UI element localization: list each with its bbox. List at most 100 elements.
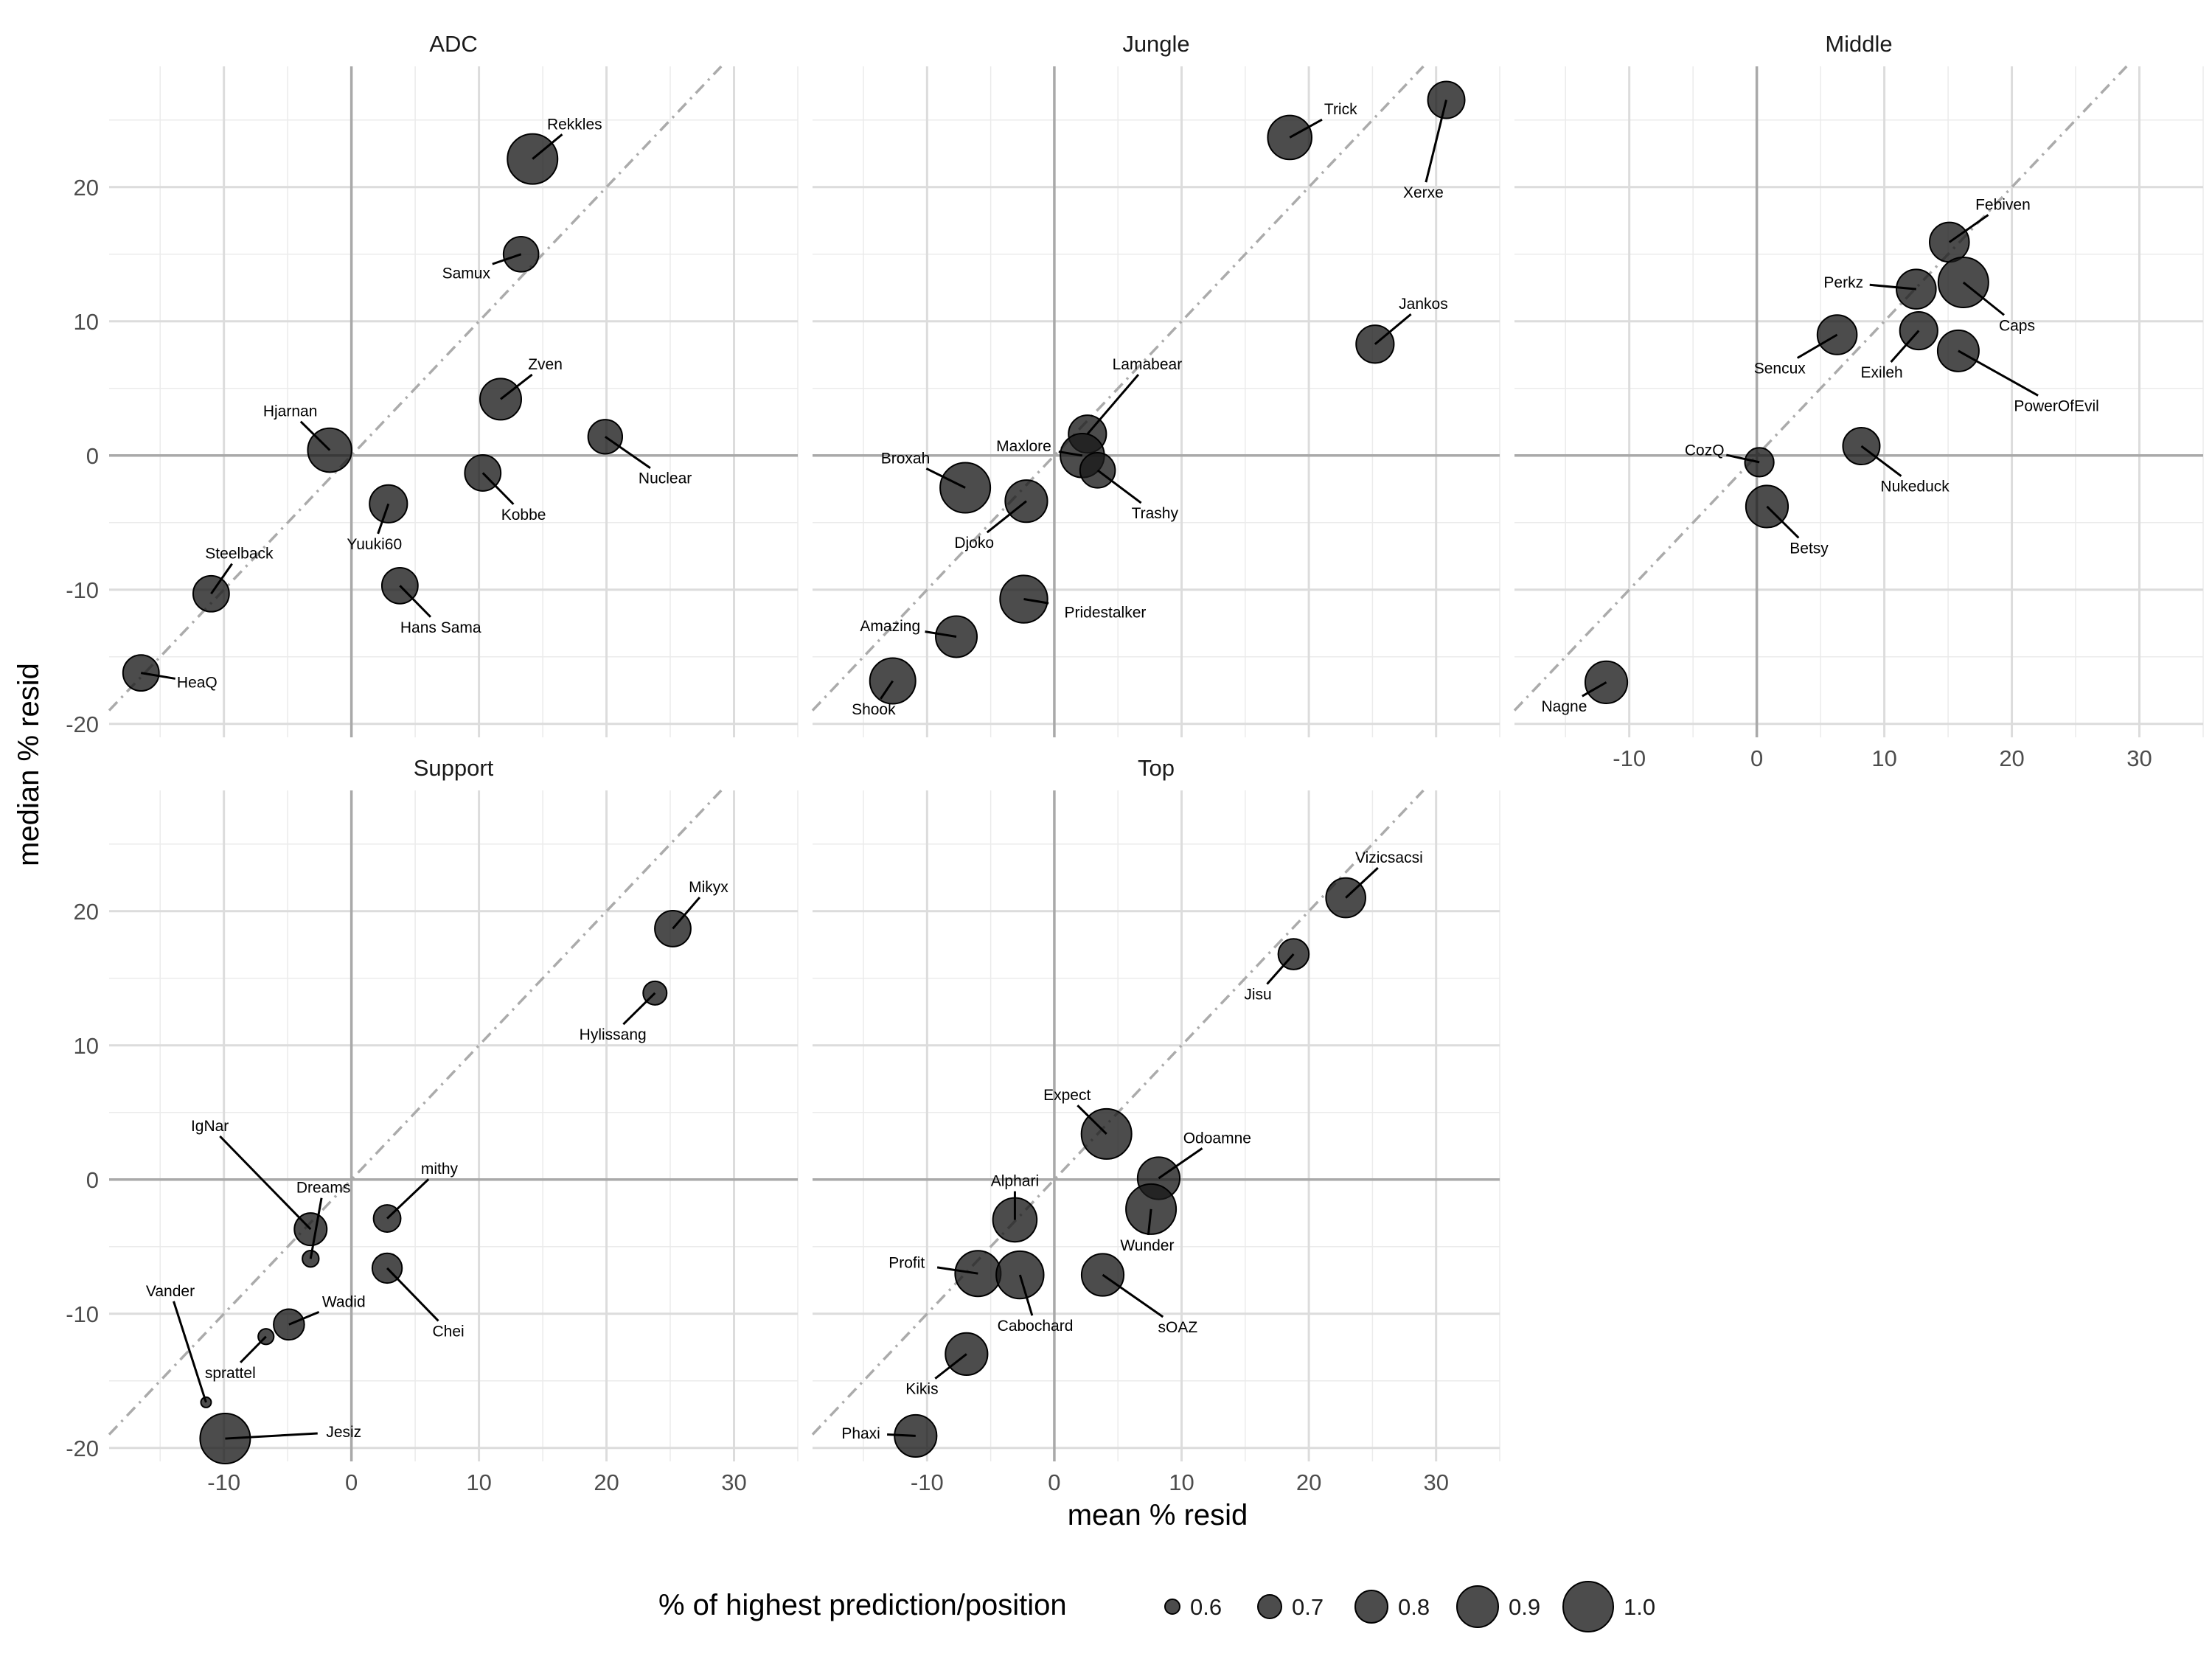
label-segment-trashy (1096, 469, 1142, 504)
x-tick-label: 30 (721, 1470, 746, 1495)
label-segment-hylissang (622, 992, 656, 1026)
point-label-expect: Expect (1043, 1087, 1091, 1104)
legend-title: % of highest prediction/position (658, 1589, 1067, 1621)
label-segment-jisu (1266, 953, 1295, 985)
point-label-rekkles: Rekkles (547, 116, 602, 133)
label-segment-trick (1289, 118, 1323, 139)
point-label-ignar: IgNar (191, 1118, 229, 1135)
label-segment-jesiz (225, 1432, 318, 1440)
point-label-alphari: Alphari (991, 1173, 1039, 1190)
point-label-vander: Vander (146, 1283, 195, 1300)
panel-middle: Middle Febiven Perkz Caps Sencux Exileh PowerO… (1513, 31, 2204, 771)
point-label-steelback: Steelback (205, 546, 274, 563)
x-tick-label: -10 (911, 1470, 944, 1495)
point-label-lamabear: Lamabear (1113, 356, 1183, 373)
y-tick-label: -10 (66, 1301, 99, 1327)
point-label-phaxi: Phaxi (841, 1425, 880, 1442)
point-label-soaz: sOAZ (1158, 1319, 1198, 1336)
y-tick-label: -20 (66, 712, 99, 737)
point-label-kikis: Kikis (905, 1381, 938, 1398)
label-segment-xerxe (1425, 100, 1447, 183)
label-segment-dreams (309, 1197, 323, 1259)
label-segment-jankos (1374, 313, 1412, 345)
label-segment-maxlore (1058, 451, 1083, 457)
label-segment-mikyx (672, 897, 701, 930)
point-label-jesiz: Jesiz (326, 1424, 361, 1441)
legend-key-0-7 (1257, 1594, 1282, 1619)
panel-title: Support (414, 755, 494, 781)
label-segment-amazing (925, 630, 957, 638)
label-segment-djoko (986, 500, 1027, 534)
label-segment-kikis (934, 1353, 967, 1380)
point-label-profit: Profit (888, 1255, 925, 1272)
legend-key-0-6 (1164, 1599, 1180, 1615)
y-axis-title: median % resid (13, 663, 45, 866)
point-label-nukeduck: Nukeduck (1880, 479, 1950, 495)
x-tick-label: 10 (1871, 745, 1896, 771)
point-label-shook: Shook (852, 701, 896, 718)
legend-key-0-9 (1456, 1585, 1499, 1628)
point-label-cozq: CozQ (1685, 442, 1725, 459)
point-label-nuclear: Nuclear (639, 470, 692, 487)
point-label-hylissang: Hylissang (580, 1026, 647, 1043)
point-label-maxlore: Maxlore (996, 438, 1051, 455)
point-mikyx (654, 910, 692, 947)
x-tick-label: -10 (207, 1470, 240, 1495)
label-segment-yuuki60 (377, 503, 390, 535)
label-segment-lamabear (1086, 374, 1140, 435)
x-tick-label: 10 (466, 1470, 491, 1495)
label-segment-vander (173, 1301, 207, 1403)
label-segment-steelback (210, 563, 233, 595)
legend-label-0-9: 0.9 (1509, 1594, 1540, 1620)
x-tick-label: 20 (1296, 1470, 1321, 1495)
point-label-exileh: Exileh (1861, 364, 1903, 381)
y-tick-label: -20 (66, 1436, 99, 1461)
point-label-cabochard: Cabochard (998, 1318, 1074, 1335)
point-label-yuuki60: Yuuki60 (347, 536, 402, 553)
y-tick-label: 20 (74, 175, 99, 201)
point-label-wunder: Wunder (1120, 1237, 1174, 1254)
point-label-hans-sama: Hans Sama (400, 619, 481, 636)
point-label-sencux: Sencux (1754, 361, 1806, 378)
y-tick-label: -10 (66, 577, 99, 603)
y-tick-label: 10 (74, 309, 99, 335)
point-label-heaq: HeaQ (177, 674, 218, 691)
panel-support: Support Mikyx Hylissang IgNar Dreams mithy Che… (66, 755, 799, 1495)
label-segment-pridestalker (1023, 598, 1049, 605)
point-label-dreams: Dreams (296, 1180, 351, 1197)
size-legend: % of highest prediction/position 0.6 0.7 0… (658, 1581, 1655, 1632)
legend-label-1-0: 1.0 (1624, 1594, 1655, 1620)
point-label-odoamne: Odoamne (1183, 1130, 1251, 1147)
point-label-perkz: Perkz (1823, 274, 1863, 291)
point-label-wadid: Wadid (322, 1293, 366, 1310)
point-label-sprattel: sprattel (205, 1365, 256, 1382)
label-segment-heaq (140, 672, 175, 680)
label-segment-wadid (288, 1311, 320, 1326)
x-axis-title: mean % resid (1068, 1499, 1248, 1531)
label-segment-wunder (1147, 1208, 1152, 1236)
panel-title: Middle (1825, 31, 1892, 57)
identity-line (1513, 65, 2128, 712)
label-segment-hans-sama (399, 585, 432, 618)
label-segment-nukeduck (1860, 445, 1902, 477)
y-tick-label: 0 (86, 443, 99, 469)
y-tick-label: 10 (74, 1033, 99, 1059)
panel-adc: ADC Rekkles Samux Zven Hjarnan Nuclear Kobbe Yu… (66, 31, 799, 737)
label-segment-hjarnan (299, 420, 331, 451)
x-tick-label: 20 (594, 1470, 619, 1495)
x-tick-label: 20 (1999, 745, 2024, 771)
x-tick-label: 0 (1750, 745, 1763, 771)
legend-label-0-7: 0.7 (1292, 1594, 1324, 1620)
label-segment-phaxi (887, 1433, 916, 1437)
legend-key-0-8 (1354, 1590, 1388, 1624)
point-label-hjarnan: Hjarnan (263, 403, 318, 420)
point-label-jisu: Jisu (1244, 987, 1271, 1004)
point-label-chei: Chei (432, 1323, 464, 1340)
point-label-pridestalker: Pridestalker (1065, 605, 1147, 622)
legend-label-0-6: 0.6 (1190, 1594, 1222, 1620)
point-label-kobbe: Kobbe (501, 507, 546, 524)
point-label-febiven: Febiven (1975, 196, 2031, 213)
label-segment-febiven (1948, 214, 1989, 243)
label-segment-shook (880, 680, 894, 700)
